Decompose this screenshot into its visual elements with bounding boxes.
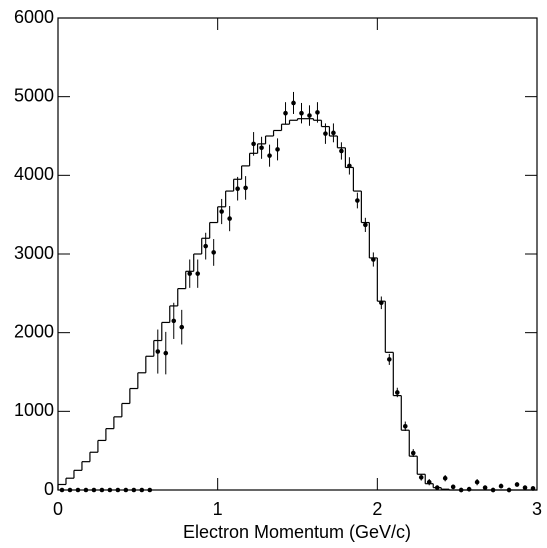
data-point [482,485,488,490]
data-point [371,257,376,262]
data-point [99,487,105,493]
data-point [163,350,169,356]
data-point [323,131,328,136]
data-point [466,486,472,492]
data-point [402,423,408,429]
data-point [506,487,512,493]
data-point [363,222,368,228]
data-point [434,485,440,490]
data-point [235,186,240,192]
x-tick-label: 1 [213,499,223,519]
data-point [267,153,272,158]
y-tick-label: 3000 [14,243,54,263]
data-point [227,216,232,221]
data-point [147,487,153,493]
data-point [315,110,320,115]
data-point [530,486,536,491]
data-point [379,300,384,306]
data-point [67,487,73,493]
data-point [442,475,448,481]
data-point [251,141,256,147]
data-point [115,487,121,493]
data-point [307,113,312,118]
x-tick-label: 2 [372,499,382,519]
data-point [426,479,432,485]
x-tick-label: 0 [53,499,63,519]
data-point [394,390,400,395]
data-point [331,130,336,136]
y-tick-label: 0 [44,479,54,499]
data-point [339,148,344,154]
y-tick-label: 5000 [14,85,54,105]
data-point [522,485,528,490]
data-point [291,100,296,106]
data-point [283,110,288,116]
data-point [139,487,145,493]
data-point [75,487,81,493]
data-point [458,487,464,493]
data-point [514,482,520,487]
y-tick-label: 4000 [14,164,54,184]
data-point [387,357,392,362]
data-point [450,484,456,490]
data-point [187,271,193,276]
data-point [203,243,208,249]
y-tick-label: 1000 [14,400,54,420]
data-point [219,209,224,214]
data-point [410,450,416,456]
data-point [131,487,137,493]
data-point [498,483,504,489]
plot-frame [57,17,538,491]
data-point [195,271,201,276]
data-point [259,145,264,151]
data-point [347,163,352,169]
data-point [275,147,280,152]
data-point [243,185,248,191]
data-point [155,349,161,354]
data-point [107,487,113,493]
data-point [355,198,360,203]
data-point [418,475,424,480]
data-point [179,324,185,330]
x-axis-label: Electron Momentum (GeV/c) [183,522,411,542]
data-point [59,487,65,493]
data-point [490,487,496,493]
y-tick-label: 6000 [14,7,54,27]
data-point [171,318,177,324]
data-point [211,250,216,255]
data-point [299,110,304,116]
data-point [91,487,97,493]
x-tick-label: 3 [532,499,542,519]
data-point [83,487,89,493]
data-point [123,487,129,493]
y-tick-label: 2000 [14,321,54,341]
data-point [474,479,480,485]
